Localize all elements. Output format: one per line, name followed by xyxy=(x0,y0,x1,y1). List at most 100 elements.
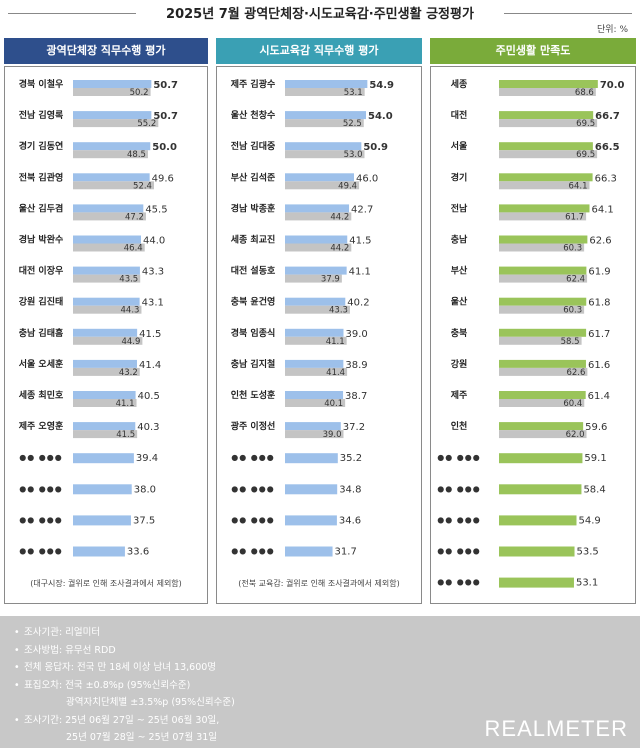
bar-current xyxy=(73,546,125,557)
bar-current xyxy=(73,173,150,182)
bar-previous xyxy=(499,367,588,376)
value-label-current: 33.6 xyxy=(127,547,149,558)
bar-current xyxy=(499,422,584,431)
category-label: ●● ●●● xyxy=(437,453,480,462)
category-label: 경기 김동연 xyxy=(19,140,64,152)
unit-label: 단위: % xyxy=(596,25,628,35)
category-label: 전북 김관영 xyxy=(19,171,64,183)
bar-current xyxy=(73,204,144,213)
value-label-previous: 60.4 xyxy=(563,399,582,409)
value-label-current: 41.4 xyxy=(139,360,161,371)
category-label: 충남 xyxy=(451,234,468,246)
category-label: ●● ●●● xyxy=(19,484,62,493)
bar-current xyxy=(499,359,586,368)
value-label-previous: 41.4 xyxy=(326,368,345,378)
value-label-previous: 44.9 xyxy=(121,337,140,347)
value-label-previous: 49.4 xyxy=(338,181,357,191)
chart-header-governors: 광역단체장 직무수행 평가 xyxy=(4,38,208,64)
value-label-current: 45.5 xyxy=(145,204,167,215)
category-label: 제주 xyxy=(451,389,468,401)
category-label: 강원 김진태 xyxy=(19,296,64,308)
value-label-current: 53.5 xyxy=(577,547,599,558)
bar-current xyxy=(499,546,575,557)
bar-previous xyxy=(499,430,587,439)
value-label-previous: 39.0 xyxy=(323,430,342,440)
category-label: 경남 박완수 xyxy=(19,234,64,246)
category-label: 울산 천창수 xyxy=(231,109,276,121)
value-label-previous: 43.2 xyxy=(119,368,138,378)
chart-panel-superintendents: 제주 김광수 54.9 53.1 울산 천창수 54.0 52.5 전남 김대중 50.9 53… xyxy=(216,66,422,604)
value-label-previous: 43.5 xyxy=(119,275,138,285)
category-label: ●● ●●● xyxy=(19,515,62,524)
bar-current xyxy=(499,297,587,306)
bar-current xyxy=(499,391,586,399)
survey-info-item: • 조사방법: 유무선 RDD xyxy=(14,644,116,656)
value-label-current: 54.0 xyxy=(368,111,393,122)
bar-previous xyxy=(73,399,137,407)
bar-current xyxy=(285,515,337,526)
category-label: 부산 xyxy=(451,265,468,277)
value-label-current: 41.5 xyxy=(349,236,371,247)
category-label: 인천 xyxy=(451,421,468,432)
chart-note-governors: (대구시장: 궐위로 인해 조사결과에서 제외함) xyxy=(30,579,182,588)
bar-current xyxy=(73,453,134,464)
bar-current xyxy=(499,235,588,244)
bar-current xyxy=(285,111,366,120)
chart-header-satisfaction: 주민생활 만족도 xyxy=(430,38,636,64)
category-label: 세종 xyxy=(451,78,468,90)
value-label-previous: 41.5 xyxy=(116,430,135,440)
bar-current xyxy=(73,142,151,151)
bar-current xyxy=(73,297,140,306)
category-label: 충북 xyxy=(451,327,468,339)
bar-current xyxy=(285,297,346,306)
bar-current xyxy=(73,111,152,120)
title-bar: 2025년 7월 광역단체장·시도교육감·주민생활 긍정평가 xyxy=(0,0,640,28)
category-label: 세종 최민호 xyxy=(19,389,64,401)
bar-current xyxy=(285,266,347,275)
category-label: 제주 김광수 xyxy=(231,78,276,90)
bar-previous xyxy=(73,88,151,96)
value-label-current: 59.1 xyxy=(584,453,606,464)
bar-current xyxy=(73,359,137,368)
value-label-previous: 44.2 xyxy=(330,212,349,222)
value-label-current: 62.6 xyxy=(589,236,611,247)
realmeter-logo: REALMETER xyxy=(484,716,628,741)
bar-previous xyxy=(73,243,145,252)
bar-previous xyxy=(499,150,598,159)
bar-previous xyxy=(499,243,585,252)
bar-previous xyxy=(73,430,138,439)
value-label-current: 40.2 xyxy=(347,298,369,309)
chart-superintendents: 제주 김광수 54.9 53.1 울산 천창수 54.0 52.5 전남 김대중 50.953… xyxy=(231,78,394,558)
bar-current xyxy=(285,546,333,557)
bar-previous xyxy=(73,367,140,376)
bar-previous xyxy=(73,150,148,159)
value-label-previous: 61.7 xyxy=(565,212,584,222)
category-label: 경북 이철우 xyxy=(19,78,64,90)
category-label: ●● ●●● xyxy=(19,547,62,556)
category-label: 대전 이장우 xyxy=(19,265,64,277)
value-label-current: 34.6 xyxy=(339,515,361,526)
category-label: ●● ●●● xyxy=(437,515,480,524)
bar-previous xyxy=(285,181,360,190)
bar-current xyxy=(499,328,587,337)
value-label-current: 49.6 xyxy=(152,173,174,184)
bar-current xyxy=(285,359,344,368)
value-label-previous: 60.3 xyxy=(563,244,582,254)
value-label-current: 54.9 xyxy=(579,515,601,526)
value-label-current: 61.6 xyxy=(588,360,610,371)
value-label-current: 38.7 xyxy=(345,391,367,402)
bar-previous xyxy=(285,430,344,439)
category-label: 경북 임종식 xyxy=(231,327,276,339)
bar-current xyxy=(499,453,583,464)
bar-previous xyxy=(285,336,347,345)
bar-previous xyxy=(285,150,365,159)
value-label-previous: 52.4 xyxy=(133,181,152,191)
title-rule-left xyxy=(8,13,136,14)
bar-previous xyxy=(499,88,596,96)
value-label-previous: 68.6 xyxy=(575,88,594,98)
bar-previous xyxy=(73,274,141,283)
bar-previous xyxy=(499,305,585,314)
value-label-current: 66.3 xyxy=(595,173,617,184)
bar-current xyxy=(499,484,582,495)
value-label-current: 66.5 xyxy=(595,142,620,153)
